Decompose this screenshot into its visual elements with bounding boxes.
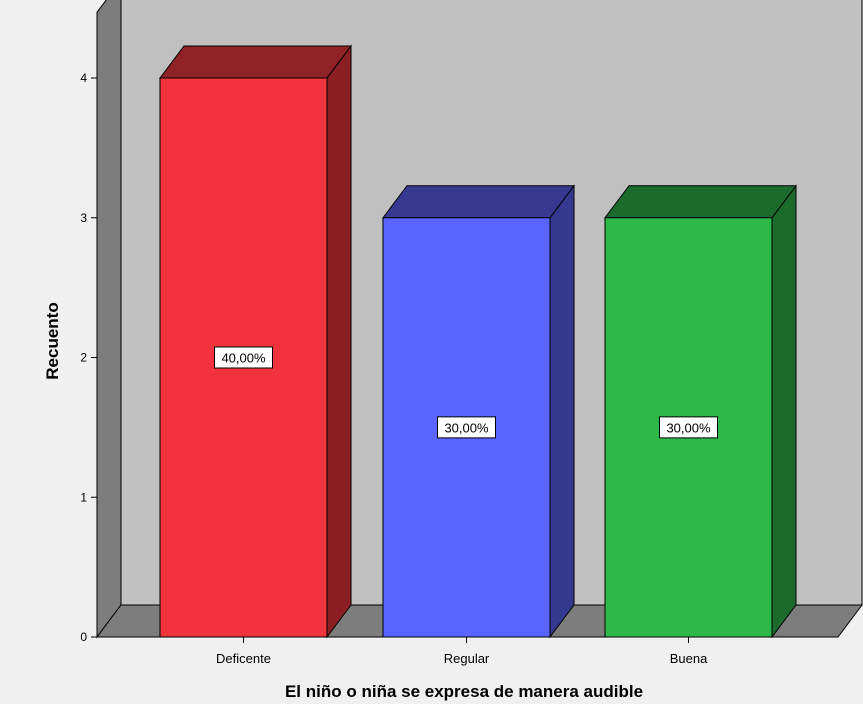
y-tick-label: 1: [80, 490, 87, 504]
x-axis-title: El niño o niña se expresa de manera audi…: [285, 682, 643, 701]
x-axis: Deficente Regular Buena: [216, 637, 708, 666]
bar-side: [771, 184, 797, 639]
data-label-box: [659, 416, 718, 439]
y-axis: 0 1 2 3 4: [80, 71, 97, 644]
y-tick-label: 2: [80, 351, 87, 365]
side-wall: [96, 0, 122, 639]
data-label: 30,00%: [666, 420, 711, 435]
x-tick-label: Deficente: [216, 651, 271, 666]
data-label-box: [214, 346, 273, 369]
data-label: 40,00%: [221, 351, 266, 366]
bar-side: [326, 44, 352, 639]
bar-top: [382, 185, 575, 219]
y-tick-label: 3: [80, 211, 87, 225]
bar-top: [604, 185, 797, 219]
y-tick-label: 4: [80, 71, 87, 85]
x-tick-label: Buena: [670, 651, 708, 666]
y-axis-title: Recuento: [43, 302, 62, 379]
bars-group: 40,00% 30,00% 30,00%: [159, 44, 797, 639]
bar-side: [549, 184, 575, 639]
bar-regular: 30,00%: [382, 184, 575, 639]
bar-buena: 30,00%: [604, 184, 797, 639]
bar-deficente: 40,00%: [159, 44, 352, 639]
data-label-box: [437, 416, 496, 439]
x-tick-label: Regular: [444, 651, 490, 666]
data-label: 30,00%: [444, 420, 489, 435]
bar-top: [159, 45, 352, 79]
y-tick-label: 0: [80, 630, 87, 644]
